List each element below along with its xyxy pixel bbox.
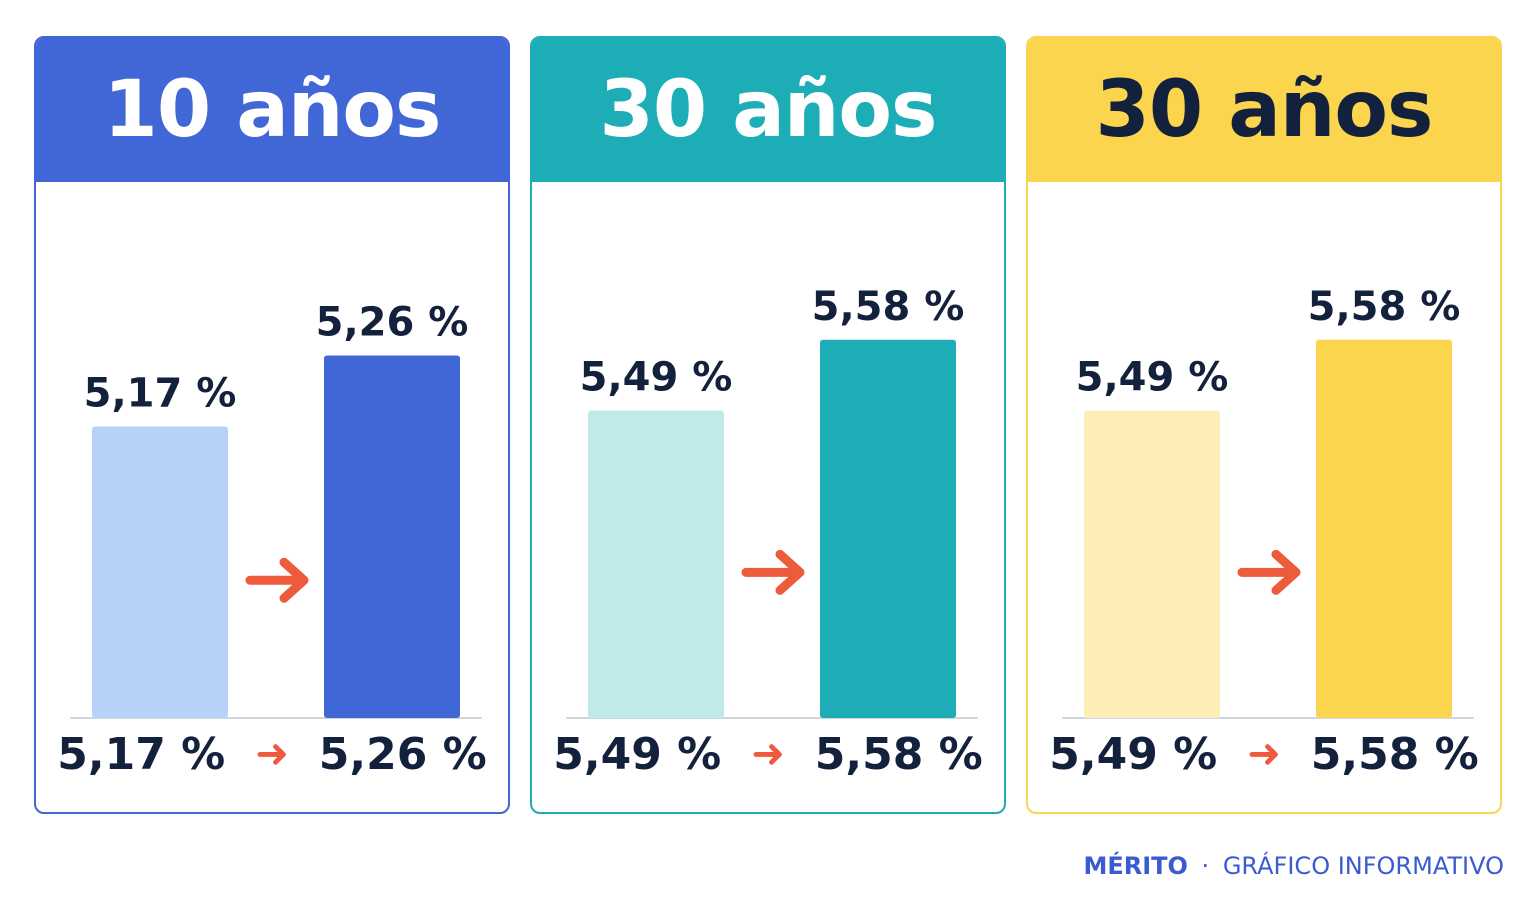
arrow-right-icon — [775, 549, 805, 595]
footer-separator: · — [1201, 852, 1210, 880]
bar-chart-svg: 5,17 % 5,26 % — [70, 300, 482, 719]
bar-chart-svg: 5,49 % 5,58 % — [1062, 284, 1474, 719]
summary-from-value: 5,49 % — [1049, 728, 1218, 780]
footer-label: GRÁFICO INFORMATIVO — [1222, 852, 1504, 880]
summary-from-value: 5,17 % — [57, 728, 226, 780]
bar-value-label: 5,26 % — [316, 300, 469, 346]
panel-title: 30 años — [1028, 38, 1500, 182]
bar-value-label: 5,58 % — [1308, 284, 1461, 330]
bar-plot: 5,49 % 5,58 % — [1028, 184, 1500, 744]
change-summary: 5,49 % ➜ 5,58 % — [532, 726, 1004, 782]
summary-to-value: 5,58 % — [1310, 728, 1479, 780]
bar-after — [820, 339, 956, 718]
change-summary: 5,49 % ➜ 5,58 % — [1028, 726, 1500, 782]
arrow-right-icon: ➜ — [255, 731, 289, 777]
bar-chart-svg: 5,49 % 5,58 % — [566, 284, 978, 719]
summary-to-value: 5,26 % — [318, 728, 487, 780]
footer-brand: MÉRITO — [1083, 852, 1188, 880]
summary-to-value: 5,58 % — [814, 728, 983, 780]
bar-value-label: 5,49 % — [580, 355, 733, 401]
arrow-right-icon — [1271, 549, 1301, 595]
bar-before — [1084, 410, 1220, 718]
bar-before — [588, 410, 724, 718]
chart-panel-3: 30 años 5,49 % 5,58 % 5,49 % ➜ 5,58 % — [1026, 36, 1502, 814]
bar-plot: 5,49 % 5,58 % — [532, 184, 1004, 744]
panel-title: 10 años — [36, 38, 508, 182]
summary-from-value: 5,49 % — [553, 728, 722, 780]
bar-after — [324, 355, 460, 718]
arrow-right-icon: ➜ — [751, 731, 785, 777]
bar-value-label: 5,17 % — [84, 370, 237, 416]
change-summary: 5,17 % ➜ 5,26 % — [36, 726, 508, 782]
arrow-right-icon: ➜ — [1247, 731, 1281, 777]
bar-plot: 5,17 % 5,26 % — [36, 184, 508, 744]
chart-panel-1: 10 años 5,17 % 5,26 % 5,17 % ➜ 5,26 % — [34, 36, 510, 814]
bar-after — [1316, 339, 1452, 718]
chart-panel-2: 30 años 5,49 % 5,58 % 5,49 % ➜ 5,58 % — [530, 36, 1006, 814]
bar-value-label: 5,58 % — [812, 284, 965, 330]
panel-title: 30 años — [532, 38, 1004, 182]
footer-credit: MÉRITO · GRÁFICO INFORMATIVO — [1083, 852, 1504, 880]
arrow-right-icon — [279, 557, 309, 603]
bar-value-label: 5,49 % — [1076, 355, 1229, 401]
bar-before — [92, 426, 228, 718]
